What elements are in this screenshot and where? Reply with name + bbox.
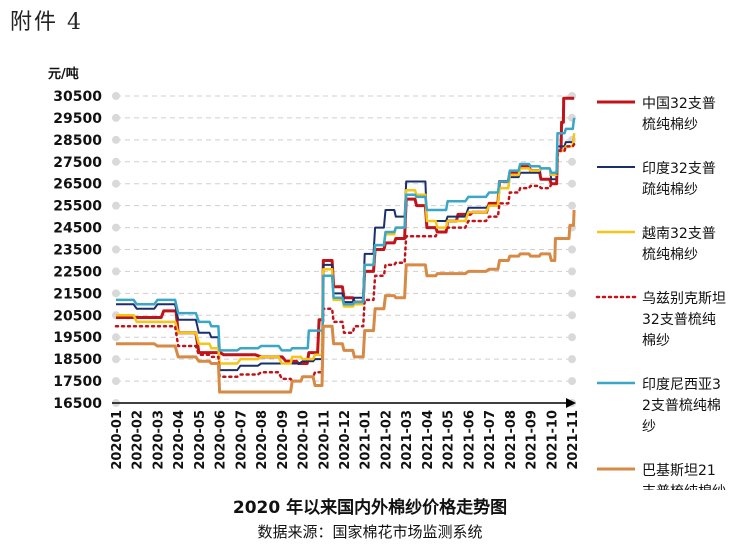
y-tick-labels: 16500 17500 18500 19500 20500 21500 22500 23500…: [53, 89, 102, 412]
header-label: 附件 4: [10, 10, 83, 35]
legend-label: 2支普梳纯棉: [642, 397, 721, 414]
chart: 16500 17500 18500 19500 20500 21500 22500 23500…: [48, 66, 726, 490]
x-tick-label: 2021-04: [421, 410, 436, 470]
grid-dot: [568, 201, 576, 210]
series-line-5: [116, 117, 576, 352]
legend-label: 中国32支普: [642, 96, 716, 112]
grid-dot: [112, 289, 120, 298]
x-tick-label: 2020-02: [131, 410, 146, 470]
series-line-6: [116, 209, 576, 394]
chart-title: 2020 年以来国内外棉纱价格走势图: [232, 498, 508, 518]
x-tick-label: 2020-07: [234, 410, 249, 470]
grid-dot: [568, 157, 576, 166]
grid-dot: [112, 355, 120, 364]
grid-dot: [568, 355, 576, 364]
legend-label: 纱: [642, 419, 656, 435]
legend-label: 印度尼西亚3: [642, 377, 721, 393]
x-tick-label: 2021-09: [525, 410, 540, 470]
y-axis-label: 元/吨: [48, 66, 79, 82]
x-tick-label: 2021-02: [379, 410, 394, 470]
y-tick-label: 17500: [53, 374, 102, 390]
y-tick-label: 18500: [53, 352, 102, 368]
y-tick-label: 28500: [53, 133, 102, 149]
x-tick-label: 2021-06: [462, 410, 477, 470]
grid-dot: [568, 289, 576, 298]
grid-dot: [112, 377, 120, 386]
x-tick-label: 2021-10: [545, 410, 560, 470]
legend-label: 越南32支普: [642, 226, 716, 242]
x-tick-label: 2020-01: [110, 410, 125, 470]
legend-label: 乌兹别克斯坦: [642, 291, 726, 307]
x-tick-label: 2020-04: [172, 410, 187, 470]
legend: 中国32支普梳纯棉纱印度32支普疏纯棉纱越南32支普梳纯棉纱乌兹别克斯坦32支普…: [595, 96, 726, 490]
y-tick-label: 26500: [53, 177, 102, 193]
x-tick-label: 2020-12: [338, 410, 353, 470]
x-axis-arrow: [566, 398, 576, 408]
grid-dot: [112, 113, 120, 122]
x-tick-label: 2021-11: [566, 410, 581, 470]
legend-label: 印度32支普: [642, 161, 716, 177]
x-tick-label: 2020-11: [317, 410, 332, 470]
grid-dot: [568, 333, 576, 342]
legend-label: 梳纯棉纱: [642, 116, 698, 133]
x-tick-label: 2020-03: [151, 410, 166, 470]
chart-source: 数据来源：国家棉花市场监测系统: [257, 523, 483, 541]
x-tick-label: 2020-06: [214, 410, 229, 470]
x-tick-label: 2020-09: [276, 410, 291, 470]
x-tick-label: 2021-03: [400, 410, 415, 470]
grid-dot: [112, 201, 120, 210]
x-tick-label: 2021-07: [483, 410, 498, 470]
y-tick-label: 23500: [53, 243, 102, 259]
y-tick-label: 27500: [53, 155, 102, 171]
grid-dot: [112, 179, 120, 188]
series-line-2: [116, 135, 576, 372]
legend-label: 32支普梳纯: [642, 312, 716, 328]
grid-dot: [568, 311, 576, 320]
y-tick-label: 21500: [53, 286, 102, 302]
x-tick-label: 2021-01: [359, 410, 374, 470]
y-tick-label: 30500: [53, 89, 102, 105]
grid-dot: [568, 179, 576, 188]
series-line-4: [114, 142, 576, 383]
grid-lines: [112, 92, 576, 407]
grid-dot: [112, 267, 120, 276]
x-tick-label: 2020-10: [297, 410, 312, 470]
x-tick-label: 2020-05: [193, 410, 208, 470]
y-tick-label: 24500: [53, 221, 102, 237]
x-tick-label: 2021-05: [442, 410, 457, 470]
legend-label: 棉纱: [642, 332, 670, 349]
legend-label: 疏纯棉纱: [642, 181, 698, 198]
y-tick-label: 22500: [53, 264, 102, 280]
y-tick-label: 25500: [53, 199, 102, 215]
grid-dot: [568, 245, 576, 254]
grid-dot: [112, 157, 120, 166]
legend-label: 巴基斯坦21: [642, 462, 716, 479]
y-tick-label: 16500: [53, 396, 102, 412]
x-tick-labels: 2020-01 2020-02 2020-03 2020-04 2020-05 2020-…: [110, 410, 581, 470]
legend-label: 梳纯棉纱: [642, 246, 698, 263]
grid-dot: [568, 267, 576, 276]
x-tick-label: 2021-08: [504, 410, 519, 470]
y-tick-label: 20500: [53, 308, 102, 324]
y-tick-label: 29500: [53, 111, 102, 127]
series-line-1: [116, 96, 575, 365]
grid-dot: [112, 92, 120, 100]
grid-dot: [112, 223, 120, 232]
grid-dot: [112, 135, 120, 144]
x-tick-label: 2020-08: [255, 410, 270, 470]
axes: [112, 398, 576, 408]
grid-dot: [112, 245, 120, 254]
grid-dot: [112, 333, 120, 342]
y-tick-label: 19500: [53, 330, 102, 346]
series-line-3: [116, 133, 576, 365]
series-lines: [114, 96, 576, 394]
grid-dot: [568, 377, 576, 386]
